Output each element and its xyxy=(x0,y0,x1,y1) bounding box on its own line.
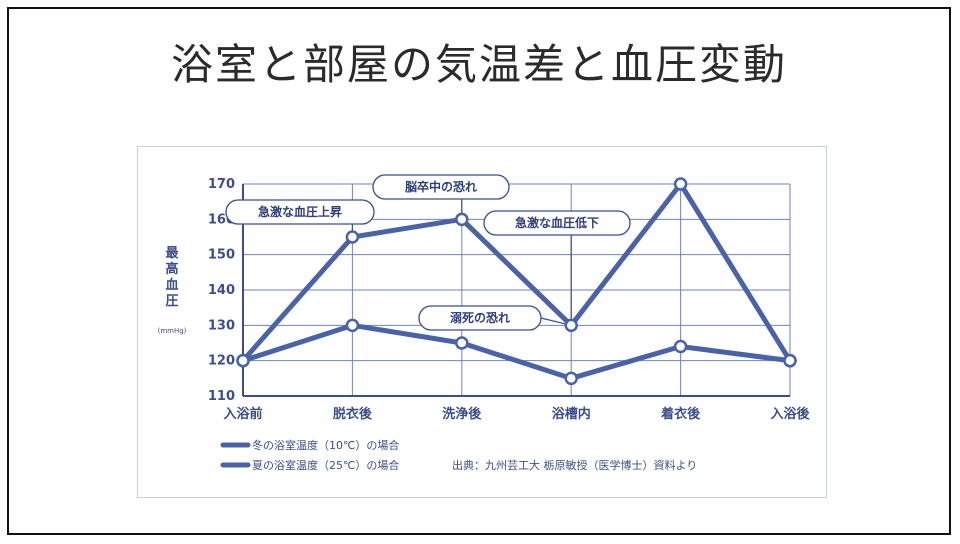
series-line-0 xyxy=(241,181,793,363)
callout-label: 急激な血圧上昇 xyxy=(258,204,342,219)
slide: 浴室と部屋の気温差と血圧変動 110 120 130 140 150 160 170 入浴前脱… xyxy=(7,7,951,535)
x-tick-label: 入浴前 xyxy=(223,406,262,422)
slide-title: 浴室と部屋の気温差と血圧変動 xyxy=(170,40,787,89)
series-line-1 xyxy=(242,322,791,381)
x-tick-label: 脱衣後 xyxy=(333,406,373,422)
x-tick-label: 入浴後 xyxy=(770,406,810,422)
y-axis-unit: (mmHg) xyxy=(158,327,187,335)
x-tick-label: 浴槽内 xyxy=(552,406,591,422)
callout-label: 脳卒中の恐れ xyxy=(405,179,477,194)
legend-label: 夏の浴室温度（25℃）の場合 xyxy=(252,458,399,472)
callout-label: 溺死の恐れ xyxy=(450,311,510,325)
source-note: 出典：九州芸工大 栃原敏授（医学博士）資料より xyxy=(452,458,697,472)
y-tick-label: 120 xyxy=(208,354,235,369)
callout-box xyxy=(225,199,375,225)
callout-label: 急激な血圧低下 xyxy=(515,215,599,230)
data-point xyxy=(673,339,688,354)
y-tick-label: 150 xyxy=(208,248,235,263)
x-tick-label: 着衣後 xyxy=(660,406,701,422)
legend-label: 冬の浴室温度（10℃）の場合 xyxy=(252,438,399,452)
y-tick-label: 170 xyxy=(208,177,235,192)
data-point xyxy=(345,318,360,333)
y-tick-label: 140 xyxy=(208,283,235,298)
data-point xyxy=(455,212,469,227)
data-point xyxy=(673,177,688,191)
callout-box xyxy=(483,210,631,236)
data-point xyxy=(564,371,578,386)
callout-box xyxy=(418,305,542,331)
y-tick-label: 130 xyxy=(208,318,235,333)
callout-box xyxy=(372,174,510,200)
data-point xyxy=(236,353,250,368)
y-axis-label: 最高血圧 xyxy=(165,246,179,309)
chart-card: 110 120 130 140 150 160 170 入浴前 脱衣後 洗浄後 浴槽内 着衣後 入浴後最… xyxy=(137,146,827,498)
data-point xyxy=(564,318,578,333)
data-point xyxy=(783,353,797,368)
x-tick-label: 洗浄後 xyxy=(442,406,482,422)
data-point xyxy=(345,230,360,244)
data-point xyxy=(455,336,469,350)
y-tick-label: 110 xyxy=(208,389,235,404)
